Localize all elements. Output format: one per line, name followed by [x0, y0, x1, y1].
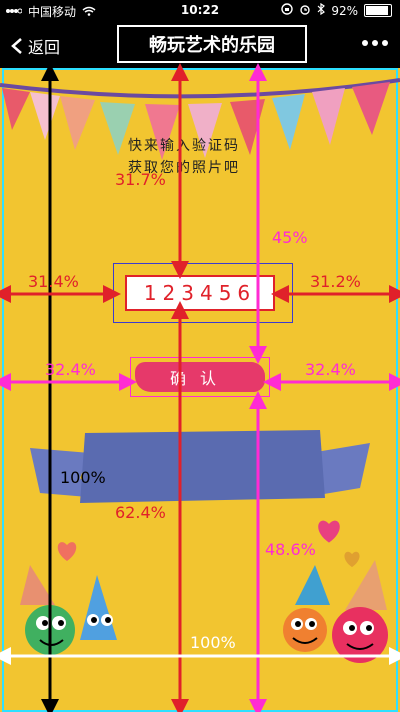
- annotation-code-left: 31.4%: [28, 272, 79, 291]
- annotation-below-confirm: 48.6%: [265, 540, 316, 559]
- annotation-confirm-left: 32.4%: [45, 360, 96, 379]
- annotation-below-code: 62.4%: [115, 503, 166, 522]
- annotation-top-left: 31.7%: [115, 170, 166, 189]
- annotation-code-right: 31.2%: [310, 272, 361, 291]
- annotation-confirm-right: 32.4%: [305, 360, 356, 379]
- annotation-top-right: 45%: [272, 228, 308, 247]
- annotation-full-height: 100%: [60, 468, 106, 487]
- annotation-full-width: 100%: [190, 633, 236, 652]
